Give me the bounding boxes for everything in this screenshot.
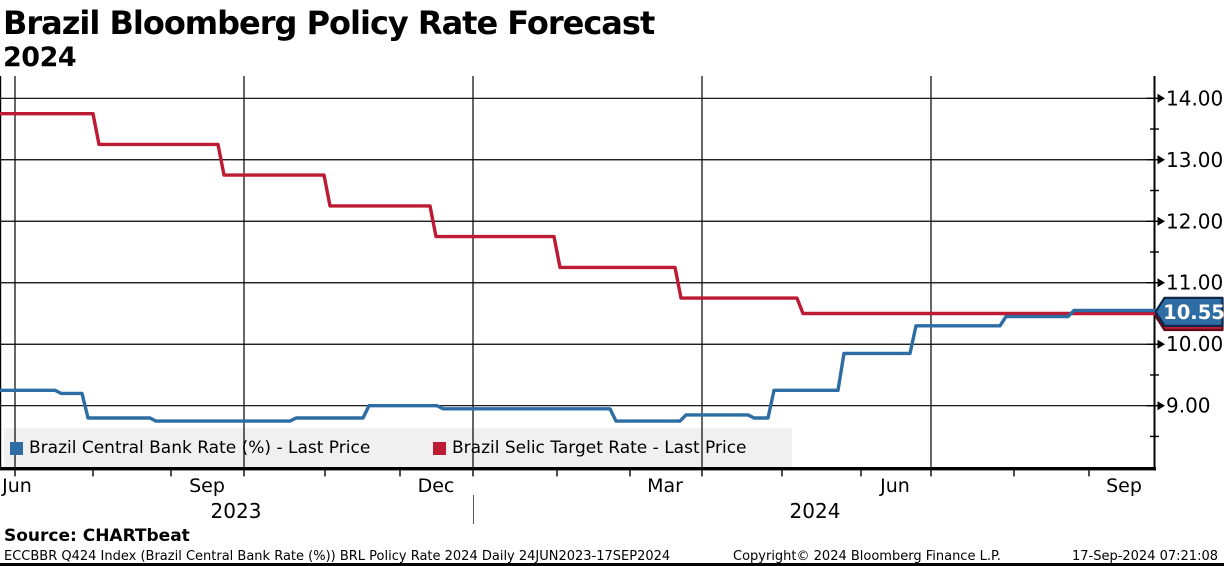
x-month-label: Sep bbox=[1106, 475, 1142, 497]
horizontal-gridlines bbox=[0, 97, 1155, 407]
y-tick-arrow-icon bbox=[1157, 278, 1165, 288]
y-tick-label: 13.00 bbox=[1166, 148, 1223, 172]
axis-frame bbox=[0, 76, 1156, 471]
x-month-label: Jun bbox=[1, 475, 32, 497]
y-axis: 14.00 13.00 12.00 11.00 10.00 9.00 bbox=[1146, 86, 1223, 438]
y-tick-label: 11.00 bbox=[1166, 271, 1223, 295]
y-tick-label: 9.00 bbox=[1166, 394, 1211, 418]
selic-target-rate-swatch-icon bbox=[433, 441, 446, 455]
vertical-gridlines bbox=[14, 76, 932, 467]
legend-background bbox=[4, 428, 792, 468]
y-tick-arrow-icon bbox=[1157, 339, 1165, 349]
central-bank-rate-swatch-icon bbox=[10, 441, 23, 455]
legend-label: Brazil Central Bank Rate (%) - Last Pric… bbox=[29, 438, 371, 458]
x-year-label: 2023 bbox=[211, 499, 262, 523]
source-label: Source: CHARTbeat bbox=[4, 526, 190, 546]
y-tick-label: 14.00 bbox=[1166, 86, 1223, 110]
legend-item-central-bank-rate[interactable]: Brazil Central Bank Rate (%) - Last Pric… bbox=[10, 437, 370, 459]
page-title: Brazil Bloomberg Policy Rate Forecast bbox=[3, 4, 655, 42]
x-month-label: Jun bbox=[879, 475, 910, 497]
bottom-border bbox=[0, 563, 1224, 566]
ticker-info: ECCBBR Q424 Index (Brazil Central Bank R… bbox=[4, 549, 671, 564]
y-tick-arrow-icon bbox=[1157, 401, 1165, 411]
timestamp: 17-Sep-2024 07:21:08 bbox=[1071, 549, 1218, 564]
legend-item-selic-target-rate[interactable]: Brazil Selic Target Rate - Last Price bbox=[433, 437, 747, 459]
y-tick-label: 10.00 bbox=[1166, 332, 1223, 356]
y-tick-arrow-icon bbox=[1157, 93, 1165, 103]
last-price-badge bbox=[1154, 296, 1224, 328]
x-month-label: Sep bbox=[189, 475, 225, 497]
last-price-value: 10.55 bbox=[1163, 301, 1224, 324]
x-month-label: Mar bbox=[647, 475, 683, 497]
x-month-label: Dec bbox=[418, 475, 455, 497]
legend-label: Brazil Selic Target Rate - Last Price bbox=[452, 438, 747, 458]
page-subtitle: 2024 bbox=[3, 42, 77, 73]
y-tick-arrow-icon bbox=[1157, 155, 1165, 165]
series-line bbox=[0, 112, 1157, 316]
series-line bbox=[0, 308, 1157, 423]
y-tick-label: 12.00 bbox=[1166, 209, 1223, 233]
x-year-label: 2024 bbox=[790, 499, 841, 523]
copyright-notice: Copyright© 2024 Bloomberg Finance L.P. bbox=[733, 549, 1001, 564]
x-axis-line bbox=[0, 467, 1156, 471]
y-tick-arrow-icon bbox=[1157, 216, 1165, 226]
